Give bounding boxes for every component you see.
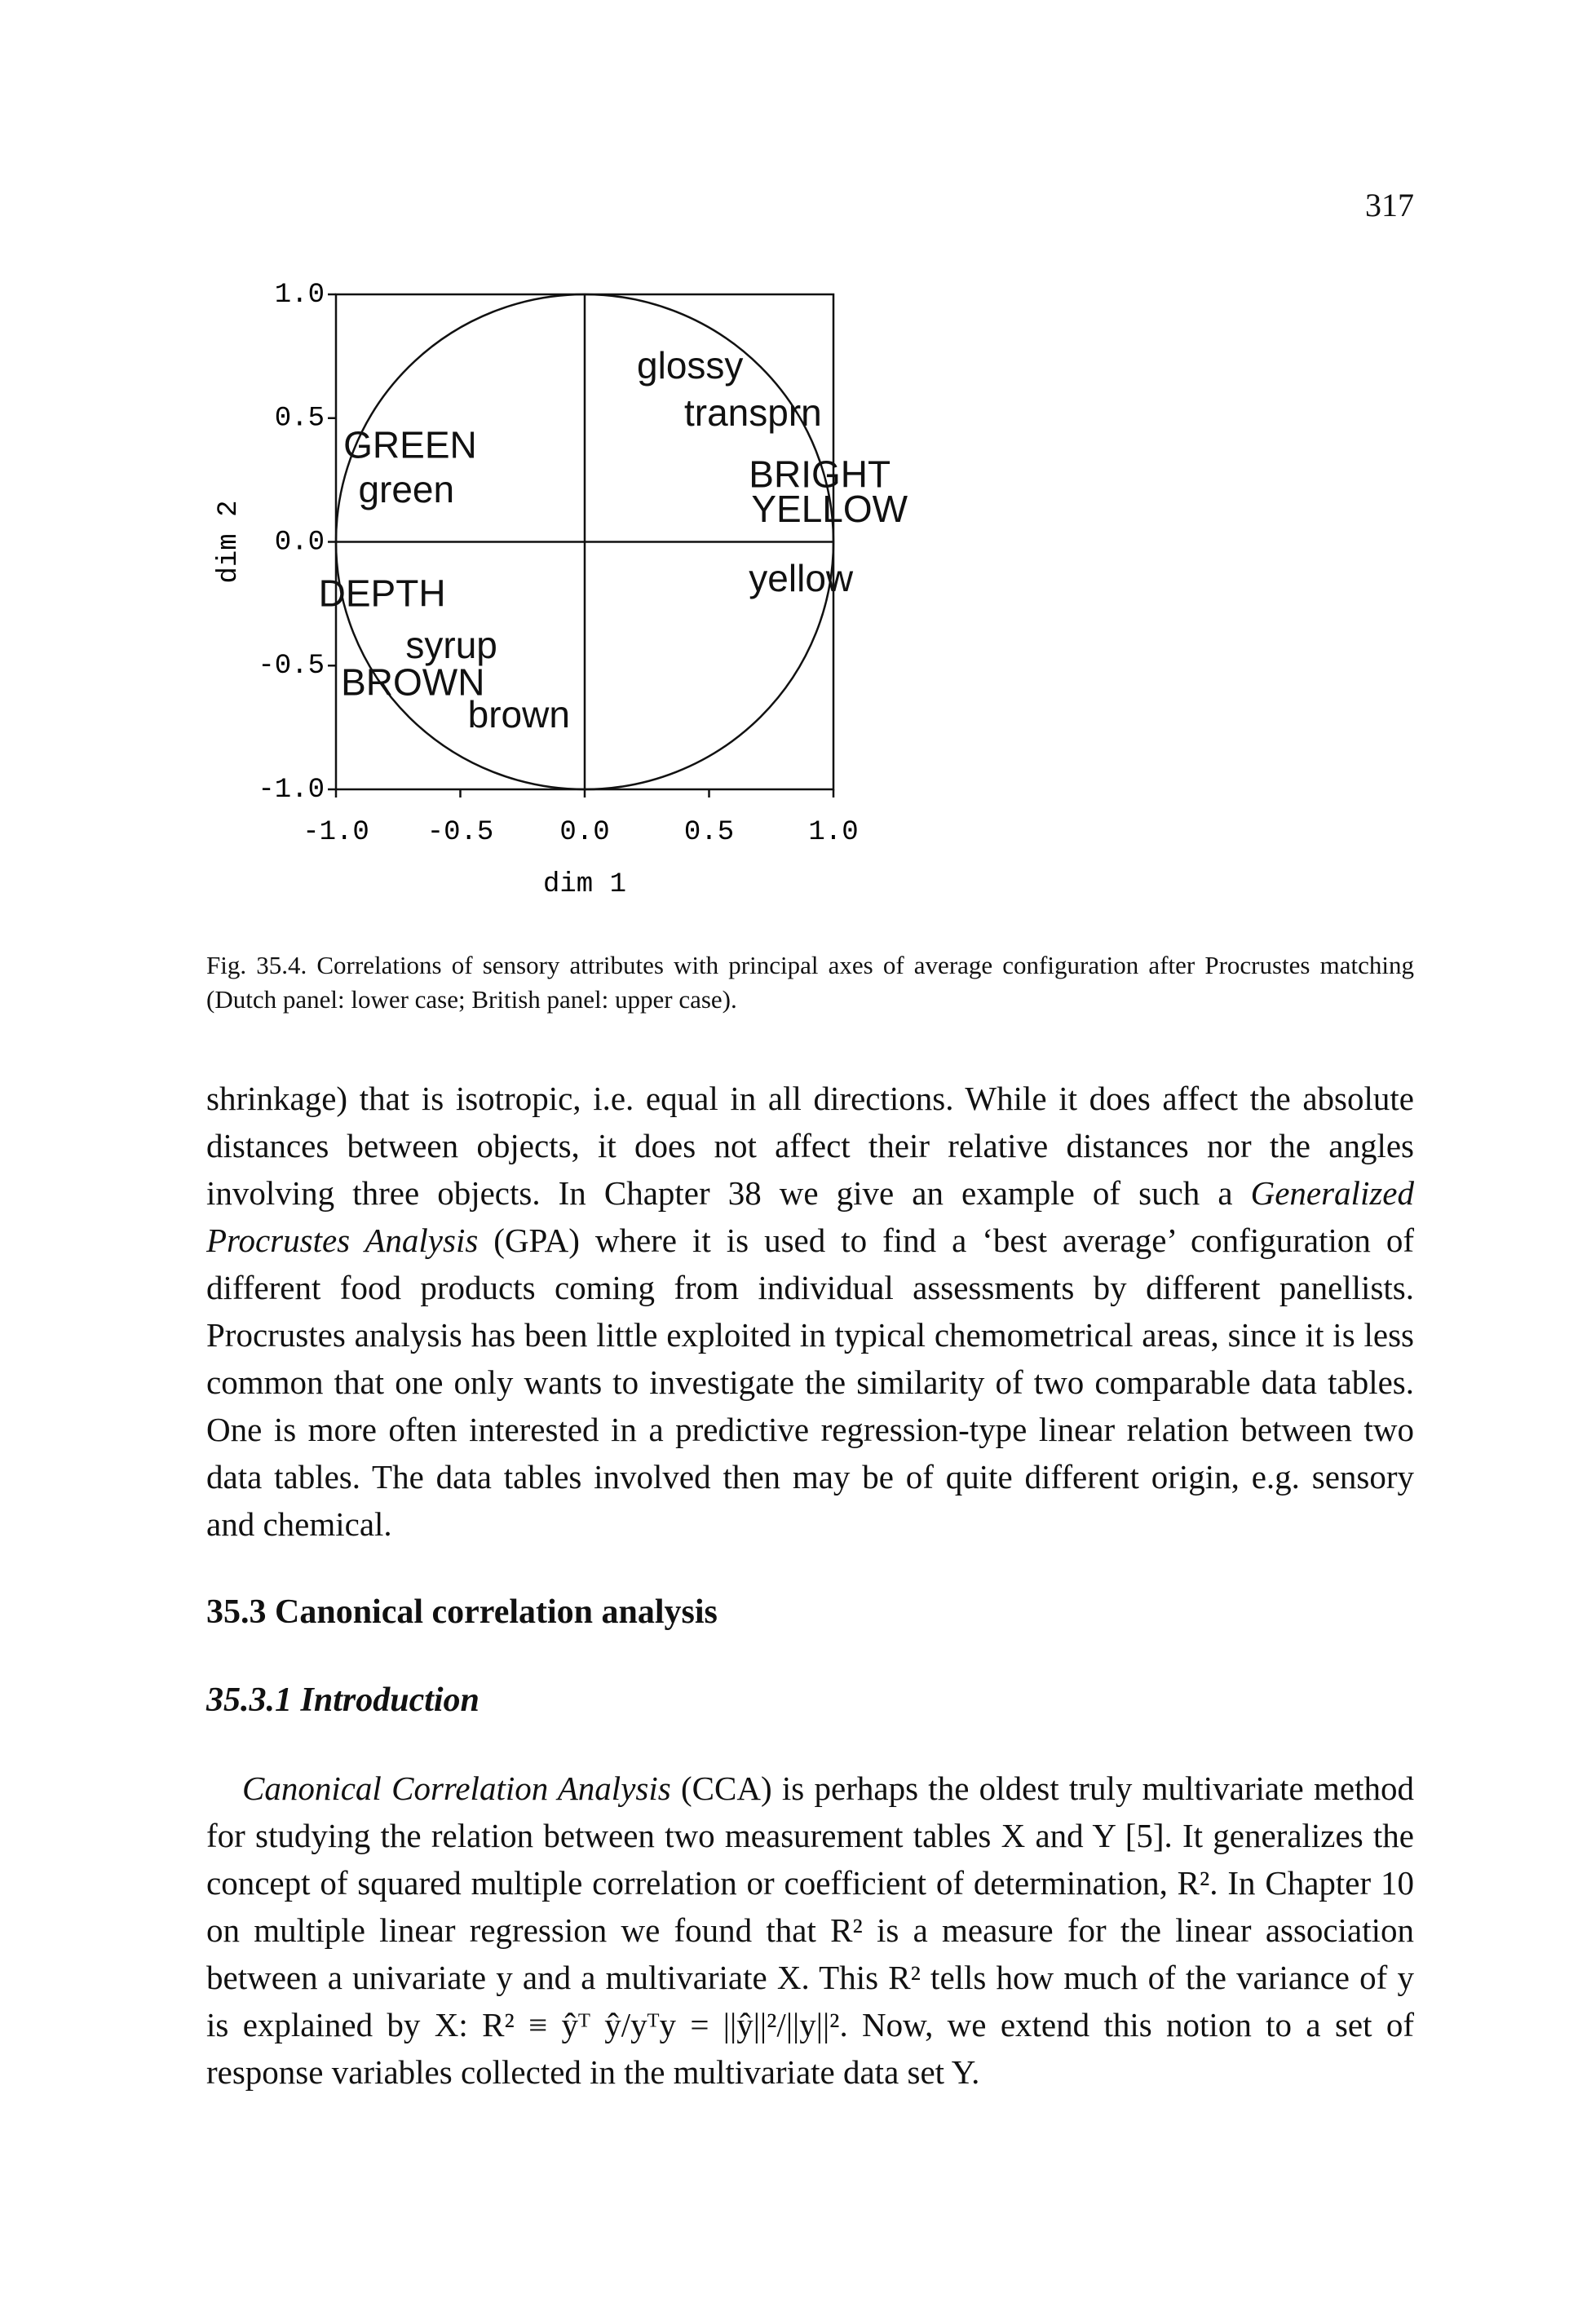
y-tick-label: -1.0 <box>258 775 325 806</box>
text-run: (GPA) where it is used to find a ‘best a… <box>206 1222 1414 1543</box>
point-label: transprn <box>684 391 822 434</box>
y-tick-label: 1.0 <box>275 280 325 311</box>
point-label: glossy <box>637 344 743 387</box>
paragraph: shrinkage) that is isotropic, i.e. equal… <box>206 1075 1414 1548</box>
point-label: BROWN <box>341 661 484 704</box>
subheading: 35.3.1 Introduction <box>206 1677 1414 1724</box>
x-tick-label: -0.5 <box>427 817 494 848</box>
x-axis-label: dim 1 <box>543 869 626 900</box>
text-run: shrinkage) that is isotropic, i.e. equal… <box>206 1080 1414 1212</box>
y-axis-label: dim 2 <box>214 500 245 583</box>
y-tick-label: 0.0 <box>275 527 325 558</box>
caption: Fig. 35.4. Correlations of sensory attri… <box>206 951 1414 1014</box>
text-run: 35.3 Canonical correlation analysis <box>206 1593 718 1631</box>
x-tick-label: -1.0 <box>303 817 369 848</box>
point-label: BRIGHT <box>749 453 891 496</box>
text-run: Canonical Correlation Analysis <box>242 1770 671 1807</box>
text-run: 35.3.1 Introduction <box>206 1681 480 1719</box>
body: shrinkage) that is isotropic, i.e. equal… <box>206 1075 1414 2096</box>
x-tick-label: 0.0 <box>559 817 609 848</box>
point-label: GREEN <box>343 423 477 466</box>
paragraph-indent: Canonical Correlation Analysis (CCA) is … <box>206 1765 1414 2096</box>
y-tick-label: 0.5 <box>275 404 325 435</box>
page-number: 317 <box>1365 187 1414 223</box>
point-label: syrup <box>405 624 497 666</box>
heading: 35.3 Canonical correlation analysis <box>206 1588 1414 1636</box>
y-tick-label: -0.5 <box>258 651 325 682</box>
x-tick-label: 1.0 <box>808 817 858 848</box>
point-label: YELLOW <box>751 488 908 530</box>
figure: -1.0 -0.5 0.0 0.5 1.0 -1.0 -0.5 0.0 0.5 1.0 dim 1 d… <box>214 280 908 900</box>
point-label: brown <box>468 693 570 736</box>
x-tick-label: 0.5 <box>684 817 734 848</box>
point-label: green <box>358 468 454 510</box>
point-label: yellow <box>749 557 854 599</box>
text-run: (CCA) is perhaps the oldest truly multiv… <box>206 1770 1414 2091</box>
point-label: DEPTH <box>319 572 446 614</box>
text-run: Generalized Procrustes Analysis <box>206 1174 1414 1259</box>
